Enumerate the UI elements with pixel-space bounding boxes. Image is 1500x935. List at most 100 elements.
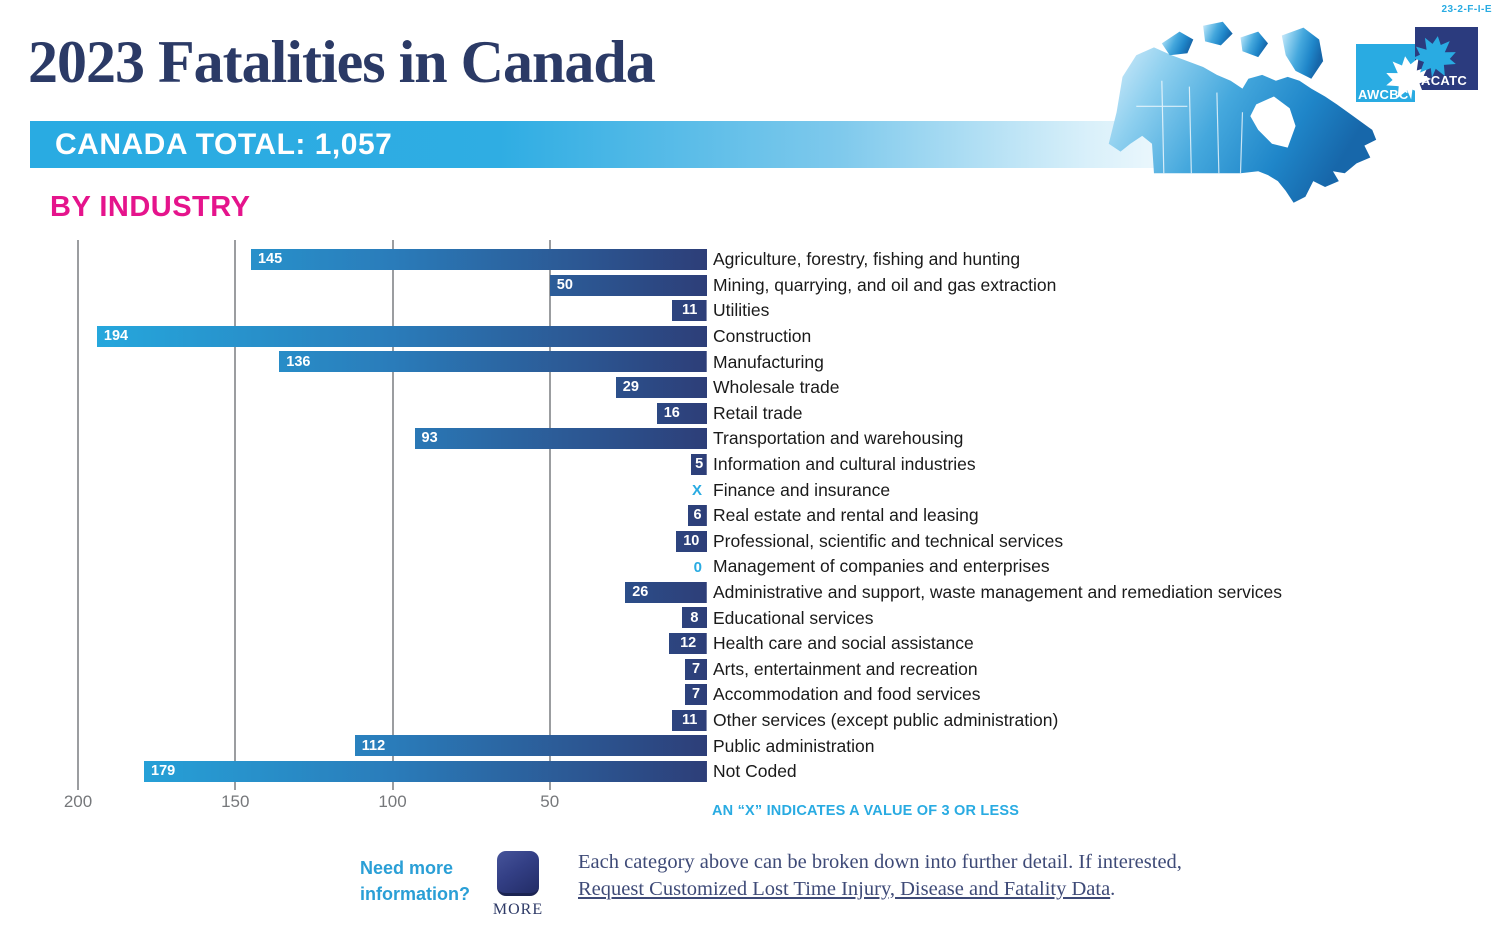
bar-row: 16	[78, 401, 707, 427]
bar: 10	[675, 530, 707, 552]
section-title-by-industry: BY INDUSTRY	[50, 191, 251, 223]
bar: 11	[672, 709, 707, 731]
category-label: Construction	[713, 326, 812, 347]
request-data-link[interactable]: Request Customized Lost Time Injury, Dis…	[578, 877, 1111, 900]
category-label: Mining, quarrying, and oil and gas extra…	[713, 274, 1057, 295]
bar-value-label: 11	[682, 302, 698, 319]
bar-row: 145	[78, 247, 707, 273]
bar-row: 11	[78, 298, 707, 324]
footer-text-line2: Request Customized Lost Time Injury, Dis…	[578, 876, 1278, 903]
category-label: Real estate and rental and leasing	[713, 505, 979, 526]
awcbc-logo-text: AWCBC	[1358, 87, 1409, 102]
bar-rows: 145 50 11 194 136 29 16 93 5 X 6 10 0 26 8 12 7 7 11 112 179	[78, 247, 707, 784]
bar: 93	[414, 428, 707, 450]
bar-value-label: 16	[663, 404, 680, 421]
bar: 11	[672, 300, 707, 322]
bar: 8	[681, 607, 707, 629]
category-label: Retail trade	[713, 402, 803, 423]
bar-row: 6	[78, 503, 707, 529]
bar-row: 8	[78, 605, 707, 631]
category-label: Accommodation and food services	[713, 684, 981, 705]
need-more-info-label: Need more information?	[360, 858, 470, 904]
bar-value-label: 93	[421, 430, 438, 447]
bar-row: 194	[78, 324, 707, 350]
category-labels: Agriculture, forestry, fishing and hunti…	[713, 247, 1282, 784]
bar-value-label: 8	[690, 609, 699, 626]
category-label: Utilities	[713, 300, 770, 321]
category-label: Professional, scientific and technical s…	[713, 530, 1064, 551]
category-label: Finance and insurance	[713, 479, 891, 500]
more-button[interactable]	[497, 851, 539, 896]
bar-value-label: 145	[257, 251, 283, 268]
document-code: 23-2-F-I-E	[1441, 4, 1492, 15]
gridline-200	[77, 240, 79, 790]
bar-row: 26	[78, 580, 707, 606]
bar-row: 136	[78, 349, 707, 375]
bar-value-label: 136	[286, 353, 311, 370]
bar-value-label: 10	[683, 532, 700, 549]
bar-value-label: 179	[151, 763, 176, 780]
bar-row: 29	[78, 375, 707, 401]
category-label: Arts, entertainment and recreation	[713, 658, 978, 679]
bar-value-label: 12	[680, 635, 697, 652]
bar-row: 93	[78, 426, 707, 452]
category-label: Transportation and warehousing	[713, 428, 964, 449]
bar: 12	[669, 632, 707, 654]
acatc-logo-text: ACATC	[1421, 73, 1468, 88]
gridline-100	[391, 240, 394, 790]
bar: 7	[685, 684, 707, 706]
category-label: Health care and social assistance	[713, 633, 974, 654]
bar: 136	[279, 351, 707, 373]
bar-row: X	[78, 477, 707, 503]
axis-tick-label-150: 150	[221, 792, 250, 811]
bar-row: 12	[78, 631, 707, 657]
category-label: Information and cultural industries	[713, 454, 976, 475]
footer-text-after-link: .	[1110, 877, 1116, 900]
maple-leaf-icon	[1386, 56, 1432, 100]
category-label: Public administration	[713, 735, 875, 756]
bar-value-label: 112	[361, 737, 386, 754]
bar-row: 112	[78, 733, 707, 759]
bar: 50	[549, 274, 707, 296]
bar: 16	[656, 402, 707, 424]
bar: 6	[688, 504, 707, 526]
more-button-label: MORE	[492, 901, 544, 918]
bar-row: 11	[78, 708, 707, 734]
category-label: Not Coded	[713, 761, 797, 782]
bar-value-label: 26	[632, 583, 649, 600]
bar-value-label: 7	[691, 686, 701, 703]
category-label: Administrative and support, waste manage…	[713, 582, 1283, 603]
bar-value-label: 50	[556, 276, 573, 293]
category-label: Educational services	[713, 607, 874, 628]
bar-row: 0	[78, 554, 707, 580]
canada-map-graphic	[1108, 21, 1377, 203]
zero-value-marker: 0	[693, 559, 702, 577]
bar: 29	[615, 376, 707, 398]
bar-chart-plot-area: 145 50 11 194 136 29 16 93 5 X 6 10 0 26 8 12 7 7 11 112 179	[77, 240, 707, 790]
bar-value-label: 5	[695, 456, 704, 472]
suppression-note: AN “X” INDICATES A VALUE OF 3 OR LESS	[712, 803, 1020, 819]
bar-row: 7	[78, 682, 707, 708]
category-label: Agriculture, forestry, fishing and hunti…	[713, 249, 1021, 270]
bar-value-label: 194	[103, 328, 129, 345]
bar: 194	[96, 325, 707, 347]
bar: 179	[144, 760, 707, 782]
category-label: Wholesale trade	[713, 377, 840, 398]
suppressed-value-marker: X	[691, 482, 702, 500]
axis-tick-label-200: 200	[63, 792, 93, 811]
category-label: Other services (except public administra…	[713, 709, 1059, 730]
axis-tick-label-50: 50	[540, 792, 560, 811]
maple-leaf-icon	[1412, 36, 1456, 78]
bar-row: 179	[78, 759, 707, 785]
footer-detail-text: Each category above can be broken down i…	[578, 849, 1278, 902]
bar-value-label: 6	[693, 507, 702, 524]
gridline-50	[548, 240, 551, 790]
bar: 26	[625, 581, 707, 603]
category-label: Management of companies and enterprises	[713, 556, 1050, 577]
category-label: Manufacturing	[713, 351, 824, 372]
axis-tick-label-100: 100	[378, 792, 407, 811]
footer-text-line1: Each category above can be broken down i…	[578, 851, 1182, 873]
bar: 112	[354, 735, 707, 757]
bar: 7	[685, 658, 707, 680]
bar: 5	[691, 453, 707, 475]
